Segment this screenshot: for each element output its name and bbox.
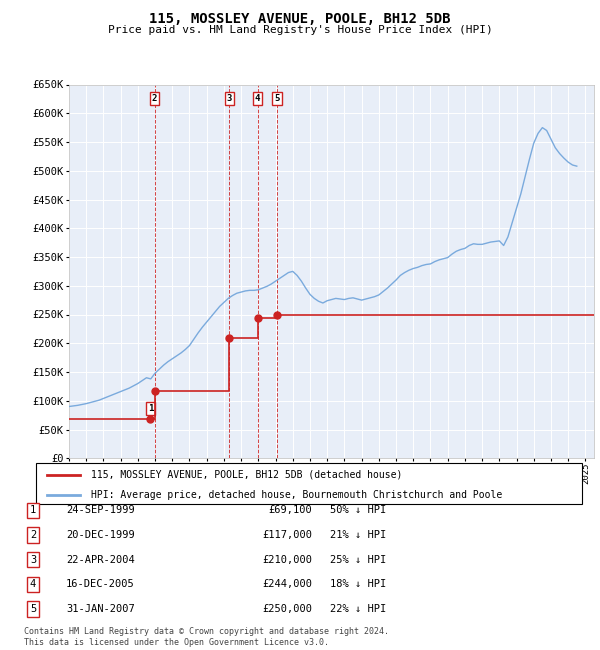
Text: 1: 1 xyxy=(148,404,153,413)
Text: 5: 5 xyxy=(274,94,280,103)
Text: 24-SEP-1999: 24-SEP-1999 xyxy=(66,505,135,515)
Text: 115, MOSSLEY AVENUE, POOLE, BH12 5DB (detached house): 115, MOSSLEY AVENUE, POOLE, BH12 5DB (de… xyxy=(91,470,402,480)
Text: £210,000: £210,000 xyxy=(262,554,312,565)
Text: 22-APR-2004: 22-APR-2004 xyxy=(66,554,135,565)
Text: 2: 2 xyxy=(30,530,36,540)
Text: HPI: Average price, detached house, Bournemouth Christchurch and Poole: HPI: Average price, detached house, Bour… xyxy=(91,490,502,500)
Text: 21% ↓ HPI: 21% ↓ HPI xyxy=(330,530,386,540)
Text: 22% ↓ HPI: 22% ↓ HPI xyxy=(330,604,386,614)
Text: 31-JAN-2007: 31-JAN-2007 xyxy=(66,604,135,614)
Text: 20-DEC-1999: 20-DEC-1999 xyxy=(66,530,135,540)
Text: Price paid vs. HM Land Registry's House Price Index (HPI): Price paid vs. HM Land Registry's House … xyxy=(107,25,493,34)
Text: 5: 5 xyxy=(30,604,36,614)
Text: 115, MOSSLEY AVENUE, POOLE, BH12 5DB: 115, MOSSLEY AVENUE, POOLE, BH12 5DB xyxy=(149,12,451,26)
Text: £244,000: £244,000 xyxy=(262,579,312,590)
Text: 2: 2 xyxy=(152,94,157,103)
Text: 50% ↓ HPI: 50% ↓ HPI xyxy=(330,505,386,515)
Text: 16-DEC-2005: 16-DEC-2005 xyxy=(66,579,135,590)
Text: 3: 3 xyxy=(227,94,232,103)
FancyBboxPatch shape xyxy=(36,463,582,504)
Text: Contains HM Land Registry data © Crown copyright and database right 2024.
This d: Contains HM Land Registry data © Crown c… xyxy=(24,627,389,647)
Text: 4: 4 xyxy=(255,94,260,103)
Text: £117,000: £117,000 xyxy=(262,530,312,540)
Text: 25% ↓ HPI: 25% ↓ HPI xyxy=(330,554,386,565)
Text: 4: 4 xyxy=(30,579,36,590)
Text: 3: 3 xyxy=(30,554,36,565)
Text: 18% ↓ HPI: 18% ↓ HPI xyxy=(330,579,386,590)
Text: 1: 1 xyxy=(30,505,36,515)
Text: £250,000: £250,000 xyxy=(262,604,312,614)
Text: £69,100: £69,100 xyxy=(268,505,312,515)
